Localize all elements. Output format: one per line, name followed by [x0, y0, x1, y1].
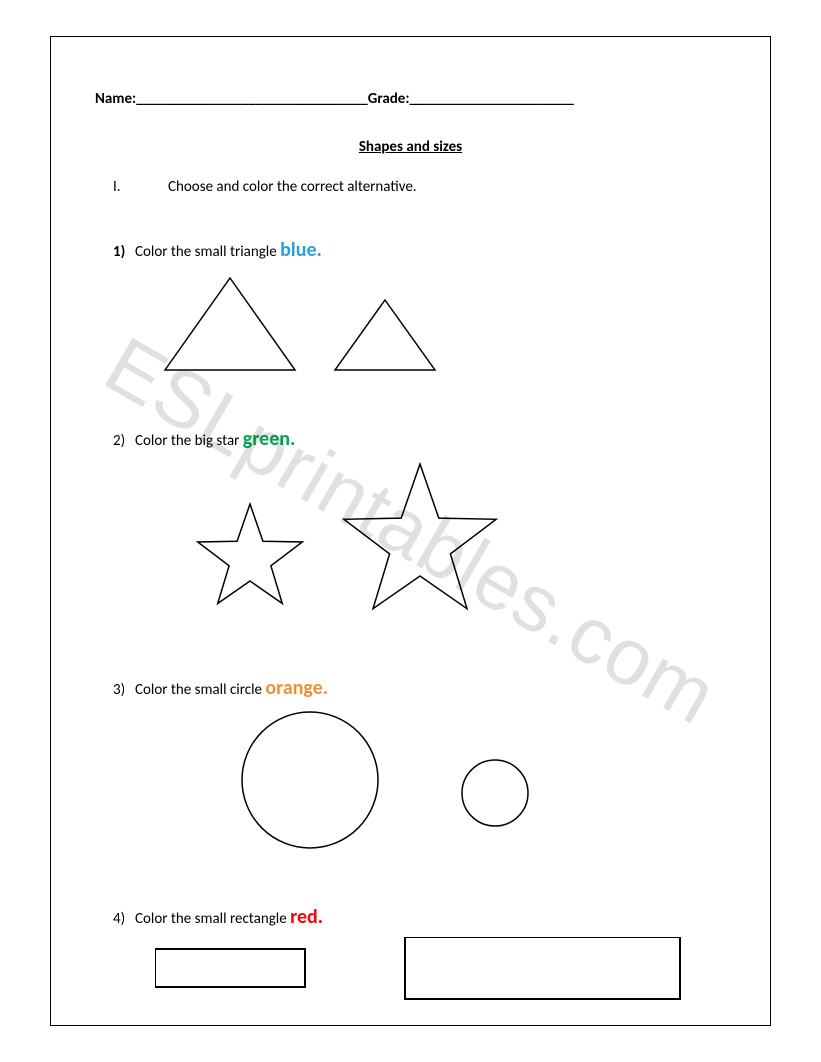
shape-row-rectangles	[155, 937, 726, 1012]
name-label: Name:	[95, 90, 136, 108]
question-number: 4)	[113, 910, 135, 928]
question-text: Color the small triangle	[135, 243, 280, 261]
rectangle-shape	[405, 937, 680, 999]
question-3: 3)Color the small circle orange.	[113, 676, 726, 700]
question-text: Color the big star	[135, 432, 243, 450]
stars-svg	[155, 459, 555, 629]
rectangles-svg	[155, 937, 715, 1007]
shape-row-stars	[155, 459, 726, 634]
triangle-shape	[165, 278, 295, 370]
grade-blank: ______________________	[410, 90, 574, 108]
header-line: Name:_______________________________Grad…	[95, 90, 726, 108]
question-number: 2)	[113, 432, 135, 450]
rectangle-shape	[155, 949, 305, 987]
shape-row-circles	[155, 708, 726, 863]
question-number: 1)	[113, 243, 135, 261]
color-word: green.	[243, 427, 296, 451]
shape-row-triangles	[155, 270, 726, 385]
triangle-shape	[335, 300, 435, 370]
color-word: red.	[290, 905, 323, 929]
triangles-svg	[155, 270, 475, 380]
grade-label: Grade:	[368, 90, 410, 108]
circles-svg	[155, 708, 575, 858]
name-blank: _______________________________	[136, 90, 368, 108]
star-shape	[198, 504, 303, 604]
question-1: 1)Color the small triangle blue.	[113, 238, 726, 262]
color-word: orange.	[265, 676, 328, 700]
worksheet-title: Shapes and sizes	[95, 138, 726, 156]
instruction: I.Choose and color the correct alternati…	[113, 178, 726, 196]
question-number: 3)	[113, 681, 135, 699]
color-word: blue.	[280, 238, 322, 262]
question-4: 4)Color the small rectangle red.	[113, 905, 726, 929]
circle-shape	[242, 712, 378, 848]
instruction-numeral: I.	[113, 178, 168, 196]
question-text: Color the small circle	[135, 681, 265, 699]
question-2: 2)Color the big star green.	[113, 427, 726, 451]
instruction-text: Choose and color the correct alternative…	[168, 178, 417, 196]
star-shape	[344, 464, 496, 609]
circle-shape	[462, 760, 528, 826]
worksheet-content: Name:_______________________________Grad…	[95, 90, 726, 1012]
questions-container: 1)Color the small triangle blue.2)Color …	[95, 238, 726, 1012]
question-text: Color the small rectangle	[135, 910, 290, 928]
